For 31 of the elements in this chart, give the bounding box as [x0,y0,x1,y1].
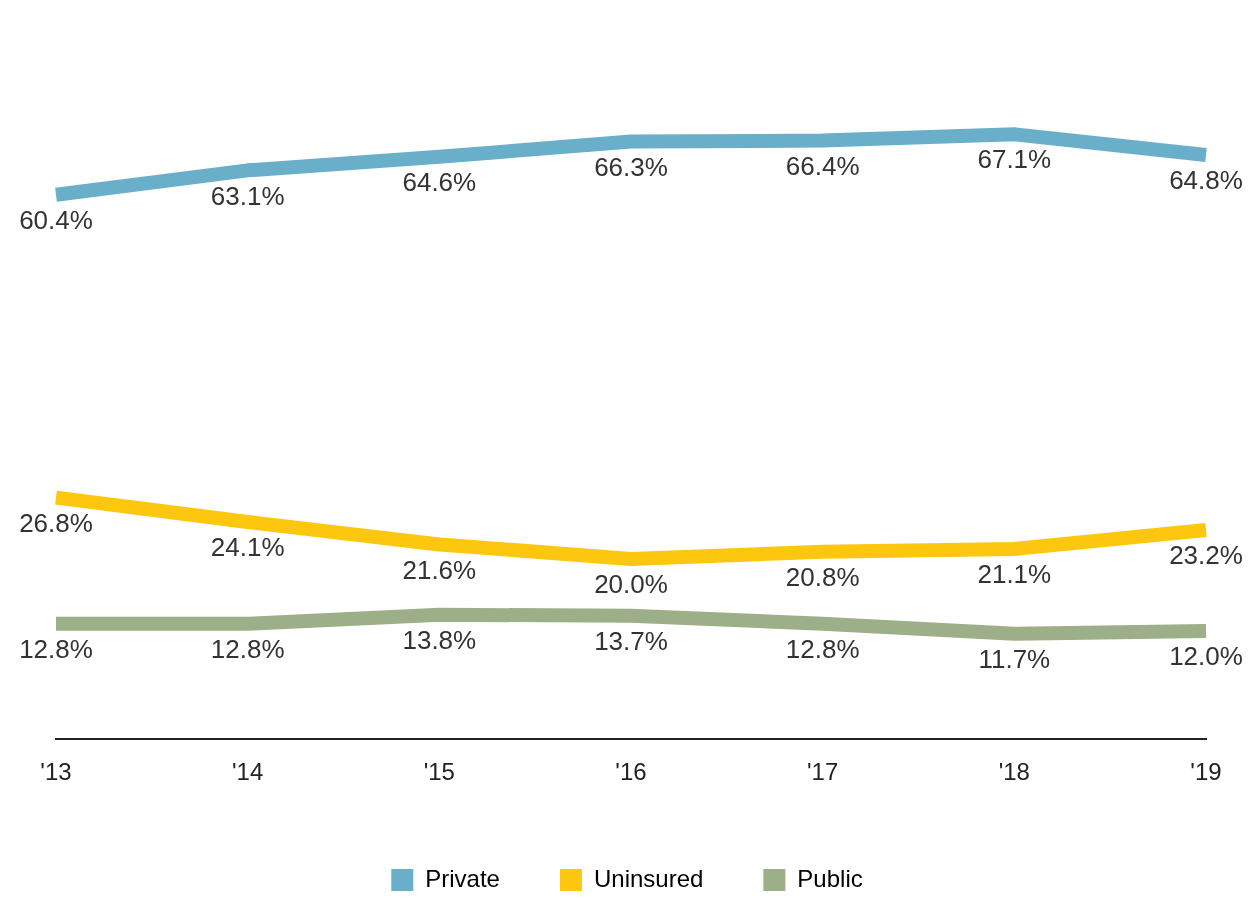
data-label: 20.0% [594,569,668,600]
data-label: 11.7% [978,643,1051,674]
legend-label: Uninsured [593,864,704,892]
data-label: 66.3% [594,151,668,182]
data-label: 60.4% [19,204,93,235]
data-label: 13.8% [402,624,477,655]
legend-label: Private [425,864,500,892]
data-label: 64.8% [1169,165,1243,196]
x-tick-label: '19 [1190,758,1222,786]
x-tick-label: '14 [232,758,264,786]
data-label: 21.6% [402,554,477,585]
data-label: 12.8% [19,633,93,664]
data-label: 64.6% [402,167,477,197]
x-tick-label: '13 [40,758,72,786]
data-label: 20.8% [785,561,860,592]
data-label: 67.1% [977,144,1052,175]
data-label: 26.8% [19,507,93,538]
legend-label: Public [797,864,863,892]
data-label: 12.0% [1169,641,1243,672]
data-label: 12.8% [785,633,860,664]
x-tick-label: '17 [807,758,839,786]
x-tick-label: '16 [615,758,647,786]
x-tick-label: '18 [998,758,1030,786]
data-label: 24.1% [210,532,285,563]
x-tick-label: '15 [423,758,455,786]
data-label: 21.1% [977,559,1052,590]
data-label: 13.7% [594,625,668,656]
data-label: 66.4% [785,150,860,181]
data-label: 63.1% [210,180,285,211]
data-label: 12.8% [210,633,285,664]
data-label: 23.2% [1169,540,1243,571]
